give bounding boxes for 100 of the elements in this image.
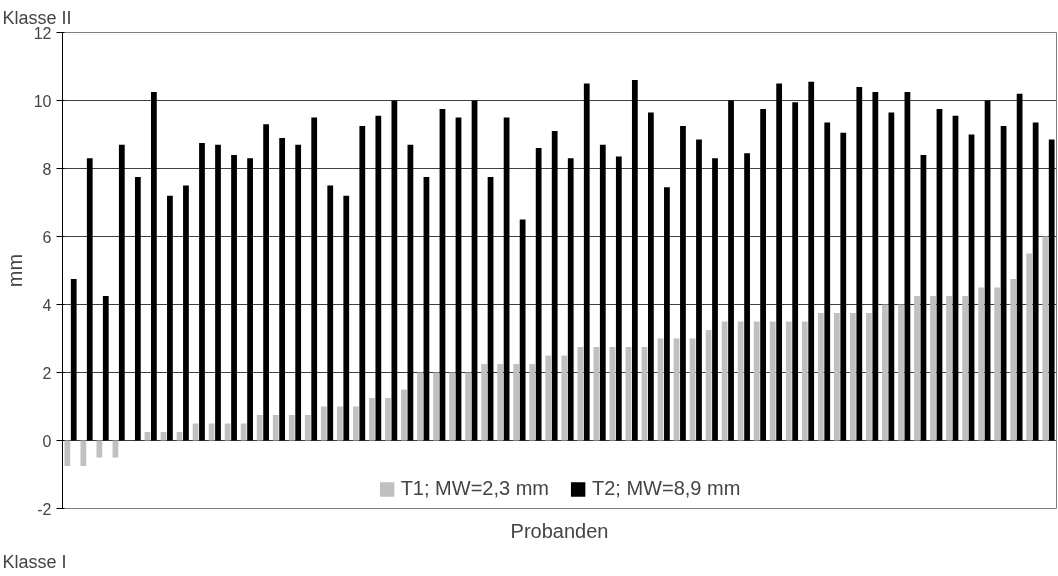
bar: [978, 287, 985, 441]
bar: [529, 364, 536, 441]
bar: [86, 158, 93, 441]
bar: [247, 158, 253, 441]
bar: [994, 287, 1001, 441]
bar: [930, 296, 936, 441]
bar: [369, 398, 375, 441]
bar: [497, 364, 504, 441]
bar: [336, 406, 343, 441]
y-tick-label: 6: [42, 228, 52, 246]
bar: [176, 432, 183, 441]
bar: [824, 122, 831, 441]
bar: [320, 406, 327, 441]
bar: [401, 389, 407, 441]
bar: [327, 185, 334, 441]
bar: [199, 143, 205, 441]
x-axis-title: Probanden: [510, 519, 609, 542]
bar: [648, 112, 654, 441]
bar: [615, 156, 622, 441]
bar: [417, 372, 423, 441]
bar: [866, 313, 872, 441]
bar: [263, 124, 269, 441]
bar: [840, 132, 847, 441]
bar: [577, 347, 584, 441]
y-tick-label: 8: [42, 160, 52, 178]
bar: [535, 148, 542, 441]
bar: [1016, 93, 1023, 441]
bar: [134, 177, 141, 441]
bar: [513, 364, 520, 441]
bar: [712, 158, 718, 441]
bar: [1042, 236, 1049, 441]
bar: [465, 372, 471, 441]
bar: [256, 415, 263, 441]
bar: [240, 423, 247, 441]
bar: [343, 195, 350, 441]
bar: [737, 321, 744, 441]
bar: [753, 321, 760, 441]
bar: [1048, 139, 1055, 441]
bar: [599, 144, 606, 441]
y-axis-title: mm: [3, 253, 26, 288]
bar: [353, 406, 359, 441]
legend-label: T2; MW=8,9 mm: [592, 477, 741, 500]
bar: [279, 137, 286, 441]
bar: [872, 92, 879, 441]
y-tick-label: -2: [37, 500, 52, 518]
bar: [856, 86, 863, 441]
bar: [808, 81, 815, 441]
bar: [914, 296, 920, 441]
y-tick-label: 10: [33, 92, 52, 110]
bar: [433, 372, 439, 441]
bar: [680, 126, 686, 441]
legend-label: T1; MW=2,3 mm: [400, 477, 549, 500]
bar: [359, 126, 366, 441]
bar: [551, 131, 558, 441]
bar: [183, 185, 189, 441]
bar: [583, 83, 590, 441]
bar: [102, 296, 109, 441]
bar: [696, 139, 702, 441]
bar: [888, 112, 895, 441]
bar: [561, 355, 568, 441]
bar: [545, 355, 552, 441]
bar: [304, 415, 311, 441]
bar: [946, 296, 952, 441]
bar: [167, 195, 173, 441]
bar: [785, 321, 792, 441]
bar: [391, 100, 398, 441]
text: Klasse I: [2, 551, 67, 572]
bar: [882, 304, 888, 441]
y-tick-label: 4: [42, 296, 52, 314]
bar: [80, 440, 87, 466]
bar: [898, 304, 904, 441]
bar: [664, 187, 670, 441]
bar: [567, 158, 574, 441]
bar: [833, 313, 840, 441]
bar: [160, 432, 167, 441]
bar: [118, 144, 125, 441]
bar: [1032, 122, 1039, 441]
bar: [96, 440, 103, 458]
bar: [224, 423, 231, 441]
bar: [144, 432, 151, 441]
bar: [721, 321, 728, 441]
bar: [311, 117, 318, 441]
bar: [272, 415, 279, 441]
bar: [593, 347, 600, 441]
bar: [519, 219, 526, 441]
bar: [70, 279, 77, 441]
bar: [288, 415, 295, 441]
bar: [760, 109, 766, 441]
bar: [801, 321, 808, 441]
bar: [481, 364, 488, 441]
bar: [962, 296, 968, 441]
bar: [776, 83, 783, 441]
bar: [375, 115, 382, 441]
bar: [385, 398, 391, 441]
bar: [449, 372, 455, 441]
bar: [64, 440, 71, 466]
bar: [769, 321, 776, 441]
bar: [744, 153, 750, 441]
bar: [728, 100, 734, 441]
y-tick-label: 2: [42, 364, 52, 382]
